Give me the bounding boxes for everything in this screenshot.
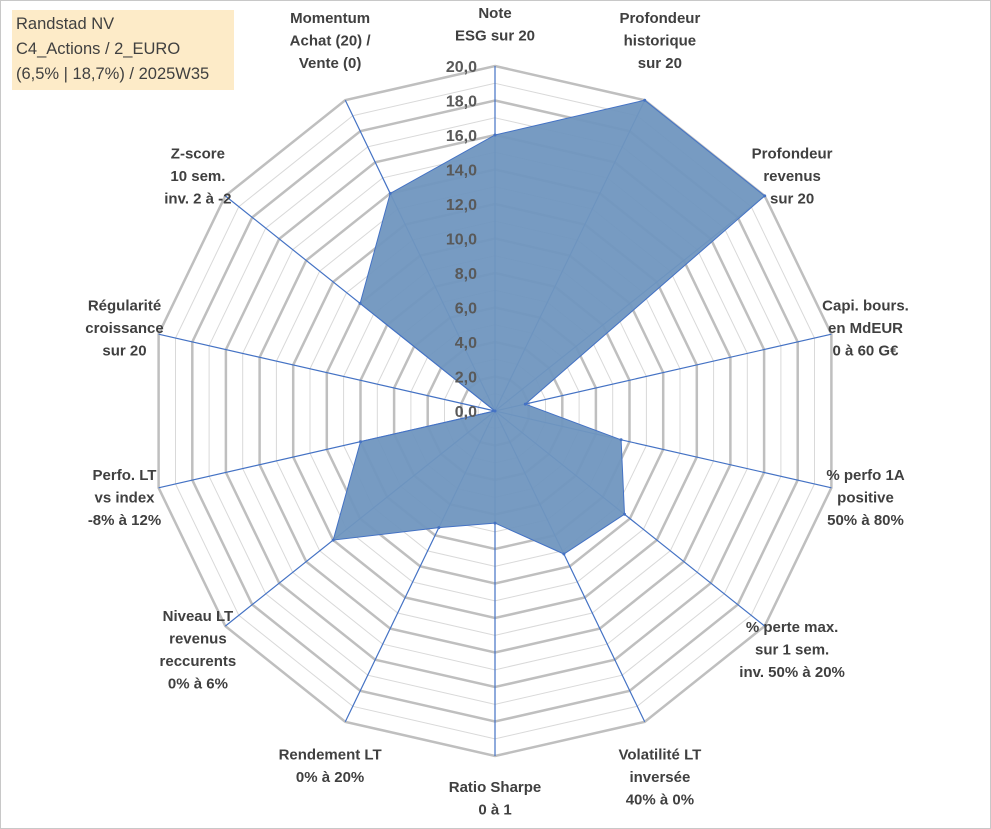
tick-label: 12,0 [446, 197, 477, 214]
tick-label: 18,0 [446, 94, 477, 111]
axis-label-line: sur 20 [638, 55, 682, 72]
axis-label-line: Vente (0) [299, 55, 362, 72]
data-point [359, 440, 362, 444]
tick-label: 0,0 [455, 404, 477, 421]
data-point [493, 409, 497, 413]
axis-label-line: Profondeur [752, 145, 833, 162]
axis-label-line: 40% à 0% [626, 791, 694, 808]
axis-label-line: Momentum [290, 10, 370, 27]
axis-label: Perfo. LT vs index -8% à 12% [88, 467, 161, 529]
axis-spoke [494, 333, 832, 412]
axis-label-line: historique [624, 33, 697, 50]
axis-label: Z-score 10 sem. inv. 2 à -2 [164, 145, 231, 207]
axis-labels: Note ESG sur 20 Profondeur historique sur 20… [85, 5, 909, 819]
axis-label: Note ESG sur 20 [455, 5, 535, 45]
axis-label-line: Volatilité LT [619, 746, 702, 763]
tick-label: 10,0 [446, 232, 477, 249]
axis-label-line: 50% à 80% [827, 512, 904, 529]
series-polygon [332, 99, 766, 555]
axis-label-line: Niveau LT [163, 608, 234, 625]
data-point [331, 538, 335, 542]
info-stats: (6,5% | 18,7%) / 2025W35 [16, 65, 210, 83]
axis-label: Profondeur revenus sur 20 [752, 145, 833, 207]
axis-label-line: 0% à 6% [168, 675, 228, 692]
axis-label-line: Z-score [171, 145, 225, 162]
tick-label: 8,0 [455, 266, 477, 283]
axis-label-line: en MdEUR [828, 320, 903, 337]
data-point [388, 191, 392, 195]
axis-label: % perfo 1A positive 50% à 80% [826, 467, 905, 529]
axis-label: Momentum Achat (20) / Vente (0) [290, 10, 372, 72]
axis-label-line: 0 à 60 G€ [833, 343, 900, 360]
axis-label-line: 10 sem. [170, 168, 225, 185]
axis-label-line: -8% à 12% [88, 512, 161, 529]
tick-label: 14,0 [446, 163, 477, 180]
axis-label-line: Profondeur [619, 10, 700, 27]
data-point [623, 512, 626, 516]
axis-label: Capi. bours. en MdEUR 0 à 60 G€ [822, 298, 909, 360]
axis-label-line: Capi. bours. [822, 298, 909, 315]
axis-label-line: inv. 50% à 20% [739, 664, 845, 681]
tick-label: 6,0 [455, 301, 477, 318]
axis-label-line: Note [478, 5, 511, 22]
axis-label-line: Rendement LT [279, 746, 382, 763]
axis-spoke [158, 333, 496, 412]
axis-label-line: 0% à 20% [296, 769, 364, 786]
info-box: Randstad NV C4_Actions / 2_EURO (6,5% | … [12, 10, 234, 90]
data-point [619, 438, 623, 442]
axis-label-line: vs index [94, 489, 155, 506]
axis-label-line: Achat (20) / [290, 33, 372, 50]
axis-label: Profondeur historique sur 20 [619, 10, 700, 72]
axis-label-line: revenus [763, 168, 821, 185]
axis-label-line: croissance [85, 320, 163, 337]
data-point [562, 552, 566, 556]
tick-labels: 0,0 2,0 4,0 6,0 8,0 10,0 12,0 14,0 16,0 18,0 20,0 [446, 59, 477, 421]
data-point [358, 301, 362, 305]
data-point [523, 402, 527, 406]
axis-label-line: Perfo. LT [93, 467, 157, 484]
axis-label-line: Régularité [88, 298, 161, 315]
tick-label: 16,0 [446, 128, 477, 145]
info-company: Randstad NV [16, 15, 115, 33]
axis-label-line: ESG sur 20 [455, 28, 535, 45]
data-point [763, 194, 767, 198]
axis-label-line: sur 1 sem. [755, 642, 829, 659]
axis-label-line: sur 20 [770, 190, 814, 207]
tick-label: 20,0 [446, 59, 477, 76]
axis-label-line: sur 20 [102, 343, 146, 360]
axis-label: Ratio Sharpe 0 à 1 [449, 779, 542, 819]
axis-label: Rendement LT 0% à 20% [279, 746, 382, 786]
tick-label: 4,0 [455, 335, 477, 352]
axis-label: Régularité croissance sur 20 [85, 298, 163, 360]
axis-label-line: 0 à 1 [478, 802, 511, 819]
tick-label: 2,0 [455, 370, 477, 387]
data-point [493, 133, 497, 137]
data-point [643, 98, 647, 102]
info-category: C4_Actions / 2_EURO [16, 40, 181, 58]
axis-label-line: inv. 2 à -2 [164, 190, 231, 207]
axis-label-line: inversée [629, 769, 690, 786]
axis-label-line: % perte max. [746, 619, 839, 636]
axis-label: % perte max. sur 1 sem. inv. 50% à 20% [739, 619, 845, 681]
axis-label-line: positive [837, 489, 894, 506]
axis-label-line: % perfo 1A [826, 467, 905, 484]
data-point [437, 526, 441, 530]
axis-label: Niveau LT revenus reccurents 0% à 6% [160, 608, 237, 693]
series-area [331, 98, 767, 556]
axis-label-line: reccurents [160, 653, 237, 670]
axis-label: Volatilité LT inversée 40% à 0% [619, 746, 702, 808]
data-point [493, 521, 497, 525]
axis-label-line: Ratio Sharpe [449, 779, 542, 796]
axis-label-line: revenus [169, 630, 227, 647]
